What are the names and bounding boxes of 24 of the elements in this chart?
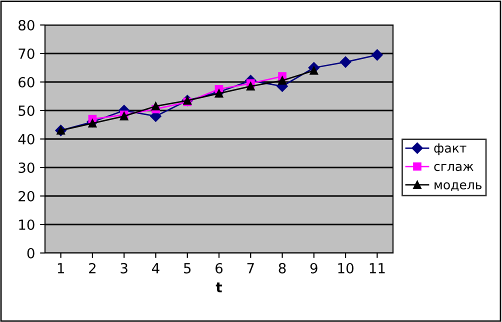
x-tick-label: 7 — [247, 263, 254, 274]
x-axis-title: t — [216, 282, 222, 292]
x-tick-label: 1 — [58, 263, 64, 274]
x-tick-label: 9 — [310, 262, 318, 274]
y-tick-label: 40 — [18, 134, 34, 144]
y-tick-label: 80 — [18, 20, 34, 30]
x-tick-label: 11 — [370, 263, 385, 274]
x-tick-label: 5 — [184, 263, 191, 274]
y-tick-label: 30 — [18, 162, 34, 173]
legend-label: сглаж — [434, 164, 474, 172]
x-tick-label: 2 — [89, 262, 96, 274]
x-tick-label: 3 — [120, 262, 128, 274]
legend-label: факт — [434, 143, 466, 156]
x-tick-label: 4 — [152, 263, 160, 274]
y-tick-label: 10 — [19, 219, 34, 230]
y-tick-label: 50 — [18, 105, 34, 116]
x-tick-label: 8 — [278, 262, 286, 274]
y-tick-label: 0 — [27, 248, 34, 258]
y-tick-label: 70 — [18, 48, 34, 59]
x-tick-label: 6 — [216, 262, 223, 274]
y-tick-label: 60 — [18, 76, 34, 88]
x-tick-label: 10 — [338, 262, 354, 274]
y-tick-label: 20 — [18, 190, 34, 202]
legend-label: модель — [434, 182, 482, 191]
